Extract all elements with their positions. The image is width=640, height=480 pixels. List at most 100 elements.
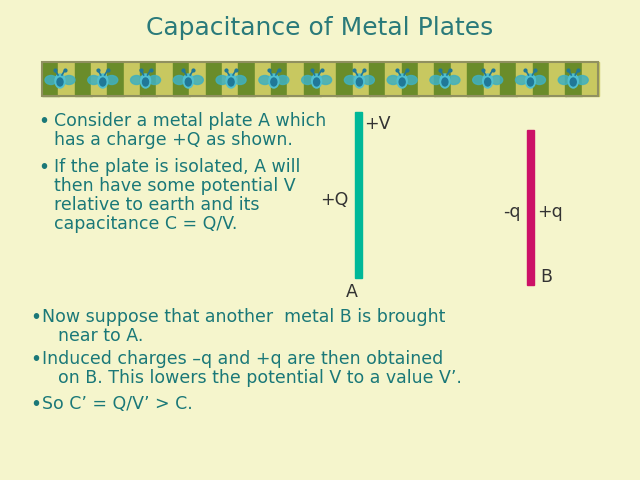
Text: •: •: [30, 350, 41, 369]
Ellipse shape: [301, 75, 314, 84]
Bar: [532, 62, 550, 96]
Ellipse shape: [362, 75, 374, 84]
Bar: [467, 62, 484, 96]
Ellipse shape: [63, 75, 75, 84]
Ellipse shape: [100, 78, 106, 86]
Ellipse shape: [141, 74, 150, 88]
Bar: [337, 62, 353, 96]
Ellipse shape: [356, 78, 362, 86]
Ellipse shape: [525, 74, 536, 88]
Ellipse shape: [148, 75, 161, 84]
Bar: [353, 62, 369, 96]
Ellipse shape: [473, 75, 484, 84]
Ellipse shape: [483, 74, 493, 88]
Ellipse shape: [216, 75, 228, 84]
Ellipse shape: [491, 75, 502, 84]
Text: •: •: [38, 112, 49, 131]
Bar: [516, 62, 533, 96]
Ellipse shape: [98, 74, 108, 88]
Ellipse shape: [568, 74, 578, 88]
Bar: [385, 62, 403, 96]
Text: •: •: [30, 395, 41, 414]
Bar: [173, 62, 189, 96]
Bar: [355, 112, 362, 278]
Ellipse shape: [314, 78, 319, 86]
Ellipse shape: [186, 78, 191, 86]
Ellipse shape: [405, 75, 417, 84]
Ellipse shape: [399, 78, 405, 86]
Text: B: B: [540, 268, 552, 286]
Ellipse shape: [515, 75, 527, 84]
Bar: [418, 62, 435, 96]
Bar: [565, 62, 582, 96]
Text: •: •: [30, 308, 41, 327]
Bar: [75, 62, 92, 96]
Text: +q: +q: [537, 203, 563, 221]
Bar: [91, 62, 108, 96]
Ellipse shape: [319, 75, 332, 84]
Bar: [451, 62, 468, 96]
Bar: [140, 62, 157, 96]
Ellipse shape: [226, 74, 236, 88]
Ellipse shape: [183, 74, 193, 88]
Ellipse shape: [57, 78, 63, 86]
Bar: [189, 62, 206, 96]
Text: capacitance C = Q/V.: capacitance C = Q/V.: [54, 215, 237, 233]
Bar: [124, 62, 141, 96]
Ellipse shape: [570, 78, 576, 86]
Bar: [271, 62, 288, 96]
Text: A: A: [346, 283, 358, 301]
Ellipse shape: [355, 74, 364, 88]
Text: •: •: [38, 158, 49, 177]
Bar: [582, 62, 598, 96]
Bar: [287, 62, 304, 96]
Text: on B. This lowers the potential V to a value V’.: on B. This lowers the potential V to a v…: [58, 369, 462, 387]
Ellipse shape: [143, 78, 148, 86]
Ellipse shape: [269, 74, 279, 88]
Ellipse shape: [387, 75, 399, 84]
Bar: [500, 62, 516, 96]
Ellipse shape: [448, 75, 460, 84]
Text: then have some potential V: then have some potential V: [54, 177, 296, 195]
Ellipse shape: [45, 75, 57, 84]
Bar: [108, 62, 124, 96]
Ellipse shape: [259, 75, 271, 84]
Bar: [527, 130, 534, 285]
Bar: [303, 62, 321, 96]
Bar: [222, 62, 239, 96]
Ellipse shape: [88, 75, 100, 84]
Ellipse shape: [397, 74, 407, 88]
Bar: [255, 62, 271, 96]
Ellipse shape: [228, 78, 234, 86]
Ellipse shape: [430, 75, 442, 84]
Text: relative to earth and its: relative to earth and its: [54, 196, 259, 214]
Text: So C’ = Q/V’ > C.: So C’ = Q/V’ > C.: [42, 395, 193, 413]
Ellipse shape: [344, 75, 356, 84]
Bar: [238, 62, 255, 96]
Bar: [156, 62, 173, 96]
Ellipse shape: [527, 78, 534, 86]
Bar: [549, 62, 566, 96]
Ellipse shape: [576, 75, 588, 84]
Text: +V: +V: [364, 115, 390, 133]
Ellipse shape: [191, 75, 204, 84]
Ellipse shape: [534, 75, 545, 84]
Ellipse shape: [484, 78, 491, 86]
Ellipse shape: [271, 78, 277, 86]
Text: has a charge +Q as shown.: has a charge +Q as shown.: [54, 131, 293, 149]
Ellipse shape: [558, 75, 570, 84]
Ellipse shape: [442, 78, 448, 86]
Ellipse shape: [277, 75, 289, 84]
Ellipse shape: [173, 75, 186, 84]
Text: -q: -q: [504, 203, 521, 221]
Bar: [320, 62, 337, 96]
Bar: [58, 62, 76, 96]
Ellipse shape: [312, 74, 322, 88]
Bar: [205, 62, 222, 96]
Bar: [402, 62, 419, 96]
Ellipse shape: [440, 74, 450, 88]
Bar: [42, 62, 59, 96]
Ellipse shape: [131, 75, 143, 84]
Bar: [484, 62, 500, 96]
Text: near to A.: near to A.: [58, 327, 143, 345]
